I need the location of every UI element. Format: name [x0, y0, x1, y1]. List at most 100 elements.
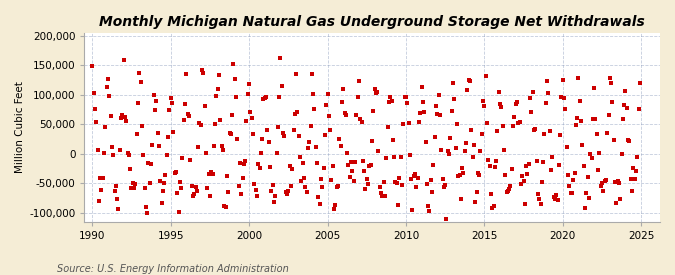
Point	[300, 185, 310, 189]
Point	[508, 123, 518, 128]
Point	[423, 204, 433, 208]
Point	[220, 205, 231, 209]
Point	[156, 201, 167, 206]
Point	[248, 131, 259, 136]
Point	[408, 173, 419, 178]
Point	[271, 151, 282, 155]
Point	[456, 197, 466, 202]
Point	[488, 204, 499, 208]
Point	[195, 123, 206, 128]
Point	[371, 91, 381, 95]
Point	[524, 95, 535, 100]
Point	[373, 149, 384, 154]
Point	[103, 77, 113, 81]
Point	[457, 166, 468, 170]
Point	[460, 141, 471, 145]
Point	[161, 152, 172, 157]
Point	[483, 158, 493, 162]
Point	[439, 183, 450, 188]
Point	[269, 200, 279, 205]
Point	[281, 192, 292, 196]
Point	[100, 125, 111, 130]
Point	[294, 134, 304, 139]
Point	[376, 190, 387, 195]
Point	[514, 119, 525, 124]
Point	[605, 81, 616, 85]
Point	[372, 90, 383, 94]
Point	[113, 207, 124, 212]
Point	[531, 158, 542, 163]
Point	[234, 183, 244, 188]
Point	[96, 188, 107, 192]
Point	[155, 179, 165, 183]
Point	[87, 64, 98, 68]
Point	[317, 185, 327, 189]
Point	[612, 178, 623, 183]
Point	[355, 117, 366, 121]
Point	[333, 184, 344, 188]
Point	[583, 196, 594, 200]
Point	[458, 170, 469, 175]
Point	[591, 132, 602, 136]
Point	[623, 138, 634, 142]
Point	[432, 112, 443, 116]
Point	[500, 173, 511, 177]
Point	[569, 171, 580, 175]
Point	[350, 160, 360, 164]
Point	[412, 175, 423, 180]
Point	[237, 175, 248, 180]
Point	[231, 95, 242, 99]
Point	[202, 186, 213, 191]
Point	[153, 131, 163, 135]
Point	[325, 128, 335, 132]
Point	[449, 97, 460, 101]
Point	[629, 177, 640, 182]
Point	[148, 93, 159, 98]
Point	[343, 162, 354, 167]
Point	[416, 85, 427, 89]
Point	[199, 104, 210, 108]
Point	[453, 174, 464, 178]
Point	[124, 152, 134, 157]
Point	[443, 151, 454, 156]
Point	[506, 167, 517, 171]
Point	[495, 101, 506, 106]
Point	[232, 137, 243, 141]
Point	[313, 194, 324, 199]
Point	[383, 100, 394, 105]
Point	[249, 181, 260, 186]
Point	[480, 74, 491, 79]
Point	[399, 95, 410, 99]
Point	[467, 155, 478, 160]
Point	[92, 148, 103, 153]
Point	[258, 96, 269, 101]
Point	[132, 101, 143, 106]
Point	[361, 177, 372, 181]
Point	[583, 174, 593, 179]
Point	[518, 178, 529, 183]
Point	[428, 163, 439, 167]
Point	[512, 100, 522, 104]
Point	[369, 87, 380, 91]
Point	[323, 114, 334, 118]
Point	[386, 99, 397, 103]
Point	[598, 189, 609, 193]
Point	[245, 110, 256, 114]
Point	[108, 153, 119, 157]
Point	[104, 94, 115, 98]
Point	[273, 125, 284, 129]
Point	[340, 112, 351, 117]
Point	[139, 186, 150, 190]
Point	[360, 187, 371, 192]
Point	[548, 195, 559, 199]
Point	[445, 135, 456, 140]
Point	[335, 144, 346, 148]
Point	[379, 194, 390, 199]
Point	[280, 189, 291, 194]
Point	[603, 113, 614, 118]
Point	[297, 161, 308, 165]
Point	[205, 194, 215, 198]
Point	[276, 83, 287, 88]
Point	[431, 104, 441, 108]
Point	[159, 180, 169, 185]
